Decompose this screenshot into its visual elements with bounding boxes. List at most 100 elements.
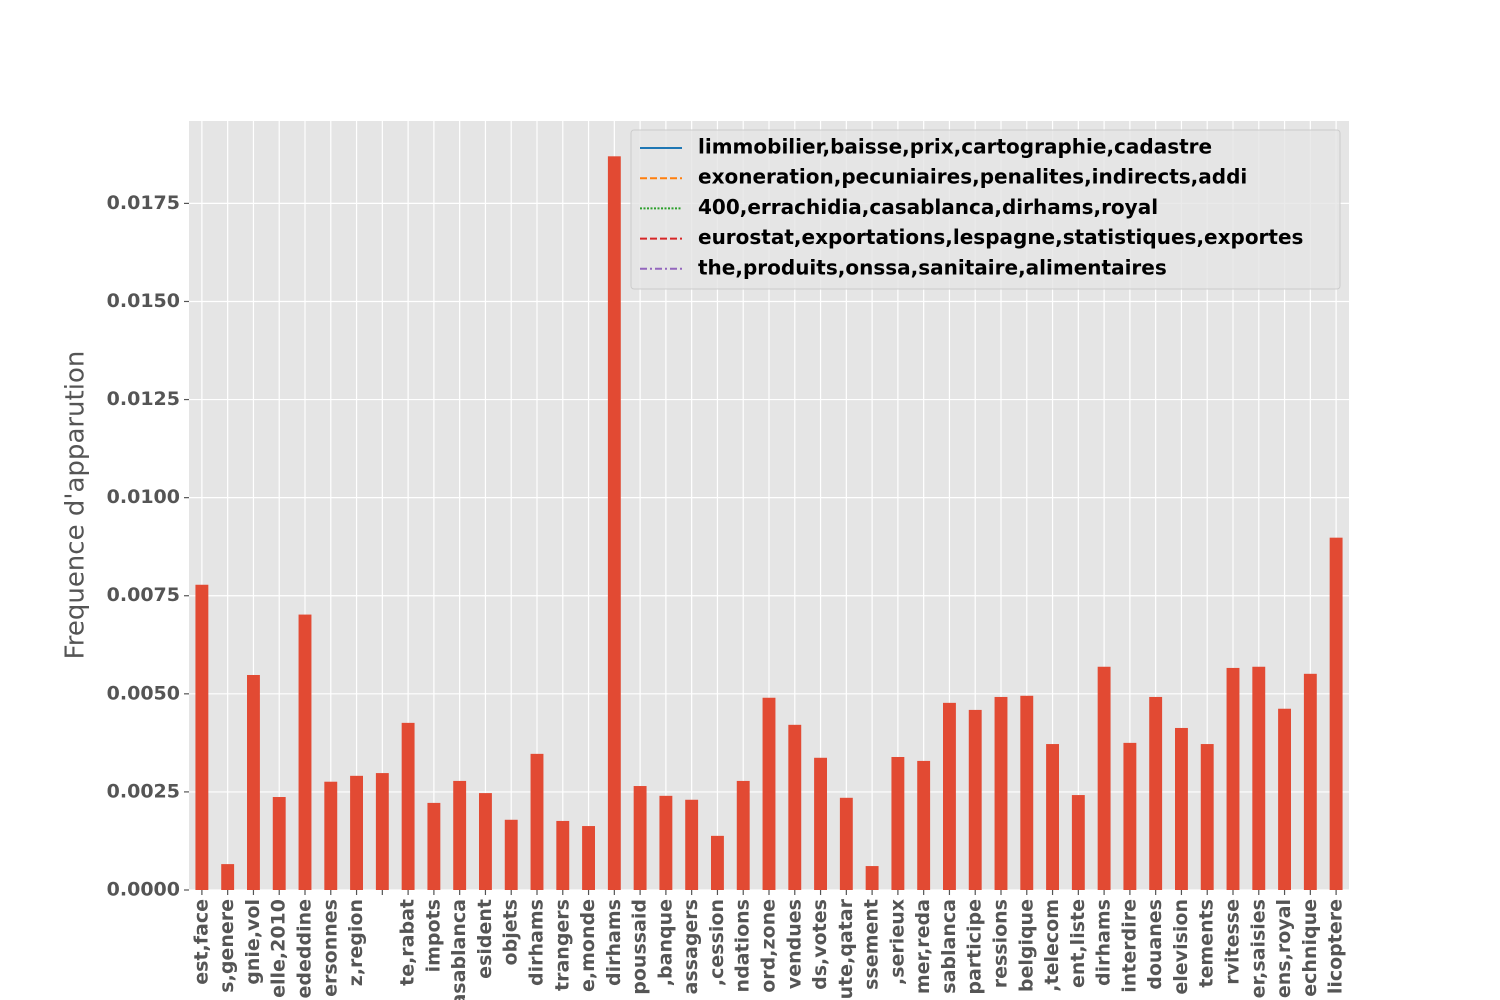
bar (1329, 537, 1343, 890)
x-tick-label: ededdine (294, 899, 316, 999)
x-tick-label: rvitesse (1222, 899, 1244, 985)
bar (1303, 673, 1317, 890)
bar (582, 826, 595, 890)
bar (401, 722, 415, 890)
bar (685, 799, 699, 890)
y-axis-label: Frequence d'apparution (61, 351, 91, 660)
bar (633, 786, 647, 890)
bar (272, 797, 286, 890)
x-tick-label: dirhams (603, 899, 625, 986)
x-tick-label: sablanca (938, 899, 960, 994)
y-tick-label: 0.0075 (107, 584, 180, 606)
x-tick-label: assagers (680, 899, 702, 994)
x-tick-label: mer,reda (912, 899, 934, 994)
bar (891, 756, 905, 890)
x-tick-label: interdire (1118, 899, 1140, 993)
legend-label: eurostat,exportations,lespagne,statistiq… (698, 225, 1303, 249)
bar (453, 780, 467, 890)
y-tick-label: 0.0100 (107, 486, 180, 508)
x-tick-label: ersonnes (319, 899, 341, 997)
x-tick-label: belgique (1015, 899, 1037, 992)
bar (247, 674, 260, 890)
x-tick-label: er,saisies (1247, 899, 1269, 998)
bar (375, 773, 389, 890)
x-tick-label: gnie,vol (242, 899, 264, 985)
x-tick-label: elle,2010 (268, 899, 290, 998)
x-tick-label: impots (422, 899, 444, 972)
bar (324, 781, 338, 890)
y-tick-label: 0.0025 (107, 780, 180, 802)
x-tick-label: z,region (345, 899, 367, 986)
bar (711, 835, 724, 890)
legend-label: the,produits,onssa,sanitaire,alimentaire… (698, 255, 1167, 279)
bar (865, 866, 879, 890)
x-tick-label: trangers (551, 899, 573, 991)
bar (1020, 695, 1034, 890)
y-tick-label: 0.0125 (107, 388, 180, 410)
bar (1123, 742, 1137, 890)
bar (1046, 744, 1059, 890)
x-tick-label: participe (964, 899, 986, 995)
x-tick-label: ,cession (706, 899, 728, 986)
x-tick-label: tements (1196, 899, 1218, 988)
x-tick-label: ute,qatar (835, 898, 857, 999)
x-tick-label: ssement (861, 899, 883, 990)
bar (1071, 795, 1085, 890)
x-tick-label: e,monde (577, 899, 599, 992)
x-tick-label: elevision (1170, 899, 1192, 995)
x-tick-label: ,banque (654, 899, 676, 986)
legend-label: limmobilier,baisse,prix,cartographie,cad… (698, 135, 1212, 159)
bar (350, 775, 363, 890)
x-tick-label: te,rabat (397, 899, 419, 986)
bar (221, 864, 235, 890)
legend-label: exoneration,pecuniaires,penalites,indire… (698, 165, 1247, 189)
bar (1097, 666, 1111, 890)
x-tick-label: ndations (732, 899, 754, 992)
bar (814, 757, 827, 890)
bar (1252, 666, 1266, 890)
x-tick-label: ens,royal (1273, 899, 1295, 998)
x-tick-label: ds,votes (809, 899, 831, 990)
y-tick-label: 0.0000 (107, 879, 180, 901)
x-tick-label: est,face (190, 899, 212, 985)
x-tick-label: esident (474, 899, 496, 979)
x-tick-label: ,serieux (886, 899, 908, 985)
x-tick-label: casablanca (448, 899, 470, 1000)
x-tick-label: ent,liste (1067, 899, 1089, 988)
bar (1278, 708, 1291, 890)
bar (762, 697, 776, 890)
bar (1175, 727, 1188, 890)
bar (994, 696, 1008, 890)
bar (427, 802, 441, 890)
x-tick-label: objets (500, 899, 522, 965)
x-tick-label: s,genere (216, 899, 238, 993)
bar (556, 820, 570, 890)
bar (479, 793, 492, 890)
bar (504, 819, 518, 890)
x-tick-label: ressions (990, 899, 1012, 988)
bar (736, 780, 750, 890)
x-tick-label: licoptere (1325, 899, 1347, 994)
bar (1226, 667, 1240, 890)
bar (839, 797, 853, 890)
bar (968, 709, 982, 890)
x-tick-label: poussaid (629, 899, 651, 995)
legend-label: 400,errachidia,casablanca,dirhams,royal (698, 195, 1158, 219)
x-tick-label: echnique (1299, 899, 1321, 997)
bar (659, 795, 673, 890)
y-tick-label: 0.0175 (107, 192, 180, 214)
bar (788, 724, 802, 890)
bar (195, 584, 209, 890)
bar (298, 614, 312, 890)
x-tick-label: dirhams (1093, 899, 1115, 986)
x-tick-label: ord,zone (758, 899, 780, 993)
x-tick-label: ,telecom (1041, 899, 1063, 992)
y-tick-label: 0.0150 (107, 290, 180, 312)
legend-box (630, 129, 1341, 290)
bar (1149, 696, 1163, 890)
bar (917, 760, 931, 890)
bar (607, 156, 621, 890)
x-tick-label: dirhams (526, 899, 548, 986)
